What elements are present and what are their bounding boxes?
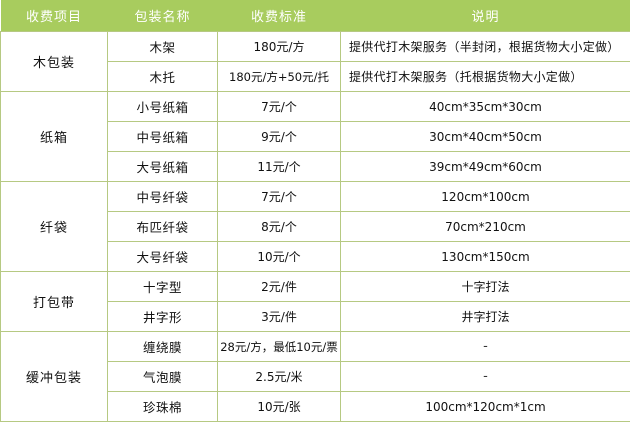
charge-item-group-cell: 纤袋: [1, 182, 108, 272]
description-cell: 40cm*35cm*30cm: [341, 92, 630, 122]
charge-item-group-cell: 木包装: [1, 32, 108, 92]
charge-standard-cell: 180元/方+50元/托: [218, 62, 341, 92]
charge-standard-cell: 2.5元/米: [218, 362, 341, 392]
package-name-cell: 井字形: [108, 302, 218, 332]
charge-standard-cell: 2元/件: [218, 272, 341, 302]
charge-standard-cell: 11元/个: [218, 152, 341, 182]
package-name-cell: 十字型: [108, 272, 218, 302]
charge-standard-cell: 8元/个: [218, 212, 341, 242]
description-cell: 100cm*120cm*1cm: [341, 392, 630, 422]
table-header-row: 收费项目 包装名称 收费标准 说明: [1, 0, 630, 32]
description-cell: 井字打法: [341, 302, 630, 332]
charge-item-group-cell: 缓冲包装: [1, 332, 108, 422]
package-name-cell: 缠绕膜: [108, 332, 218, 362]
charge-item-group-cell: 打包带: [1, 272, 108, 332]
package-name-cell: 木架: [108, 32, 218, 62]
header-charge-standard: 收费标准: [218, 0, 341, 32]
package-name-cell: 中号纸箱: [108, 122, 218, 152]
charge-item-group-cell: 纸箱: [1, 92, 108, 182]
package-name-cell: 大号纸箱: [108, 152, 218, 182]
charge-standard-cell: 7元/个: [218, 182, 341, 212]
package-name-cell: 珍珠棉: [108, 392, 218, 422]
charge-standard-cell: 28元/方，最低10元/票: [218, 332, 341, 362]
charge-standard-cell: 180元/方: [218, 32, 341, 62]
charge-standard-cell: 9元/个: [218, 122, 341, 152]
package-name-cell: 木托: [108, 62, 218, 92]
charge-standard-cell: 7元/个: [218, 92, 341, 122]
description-cell: 130cm*150cm: [341, 242, 630, 272]
description-cell: -: [341, 362, 630, 392]
description-cell: 十字打法: [341, 272, 630, 302]
description-cell: 70cm*210cm: [341, 212, 630, 242]
package-name-cell: 气泡膜: [108, 362, 218, 392]
charge-standard-cell: 10元/个: [218, 242, 341, 272]
description-cell: 提供代打木架服务（托根据货物大小定做）: [341, 62, 630, 92]
package-name-cell: 中号纤袋: [108, 182, 218, 212]
description-cell: 120cm*100cm: [341, 182, 630, 212]
charge-standard-cell: 10元/张: [218, 392, 341, 422]
description-cell: -: [341, 332, 630, 362]
description-cell: 30cm*40cm*50cm: [341, 122, 630, 152]
table-header: 收费项目 包装名称 收费标准 说明: [1, 0, 630, 32]
package-name-cell: 小号纸箱: [108, 92, 218, 122]
package-name-cell: 布匹纤袋: [108, 212, 218, 242]
description-cell: 39cm*49cm*60cm: [341, 152, 630, 182]
package-name-cell: 大号纤袋: [108, 242, 218, 272]
header-charge-item: 收费项目: [1, 0, 108, 32]
header-package-name: 包装名称: [108, 0, 218, 32]
charge-standard-cell: 3元/件: [218, 302, 341, 332]
description-cell: 提供代打木架服务（半封闭，根据货物大小定做）: [341, 32, 630, 62]
header-description: 说明: [341, 0, 630, 32]
